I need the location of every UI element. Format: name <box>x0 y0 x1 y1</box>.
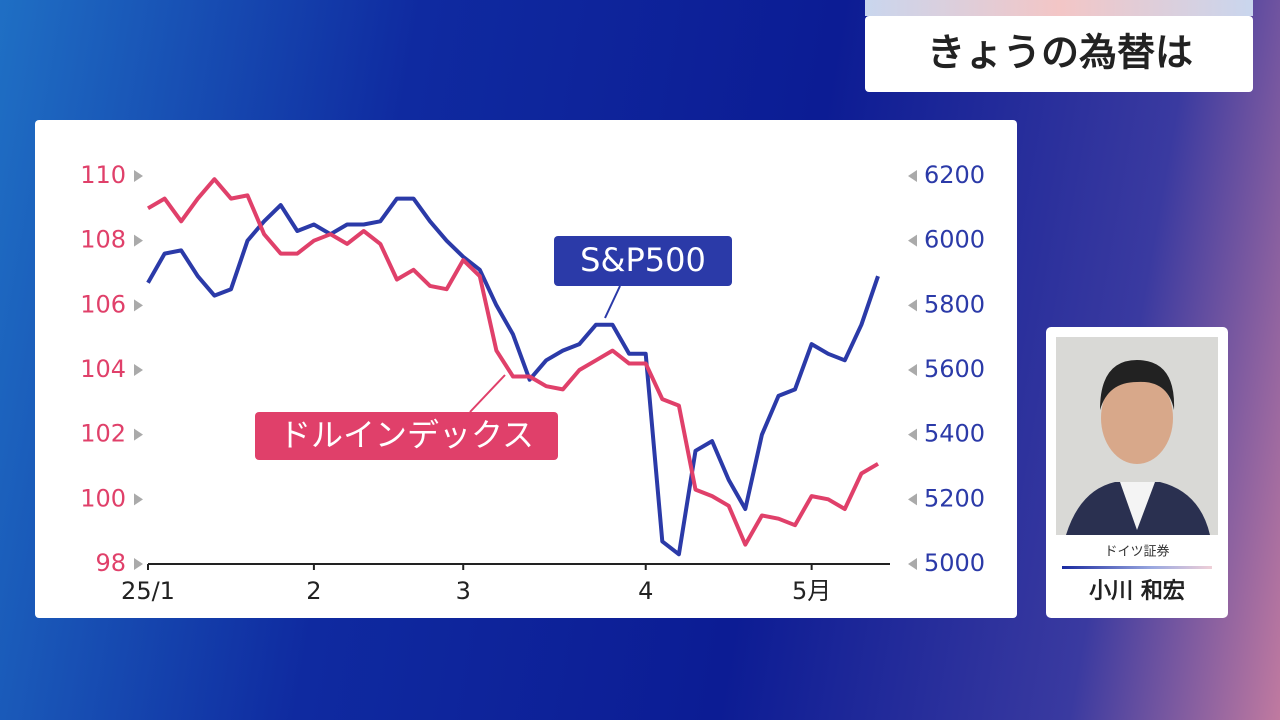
title-box <box>865 16 1253 92</box>
y-tick-label: 108 <box>80 226 126 254</box>
y2-tick-label: 5400 <box>924 420 985 448</box>
y2-tick-mark <box>908 234 917 247</box>
guest-photo-hair <box>1100 360 1175 410</box>
title-strip <box>865 0 1253 16</box>
y2-tick-label: 5800 <box>924 290 985 318</box>
y-tick-label: 110 <box>80 161 126 189</box>
guest-photo-shirt <box>1120 482 1155 530</box>
y2-tick-label: 5200 <box>924 484 985 512</box>
y-tick-label: 100 <box>80 484 126 512</box>
y-tick-label: 104 <box>80 355 126 383</box>
y2-tick-mark <box>908 364 917 376</box>
x-tick-label: 25/1 <box>121 577 175 605</box>
series-line <box>146 196 880 557</box>
y2-tick-label: 6000 <box>924 226 985 254</box>
y-tick-mark <box>134 299 143 312</box>
y-tick-mark <box>134 558 143 570</box>
title: きょうの為替は <box>927 31 1193 75</box>
y-tick-mark <box>134 428 143 441</box>
y-tick-label: 98 <box>95 549 126 577</box>
y2-tick-label: 5600 <box>924 355 985 383</box>
y-tick-mark <box>134 493 143 506</box>
y2-tick-mark <box>908 428 917 441</box>
series-line <box>146 177 880 547</box>
y-tick-mark <box>134 234 143 247</box>
callout-box <box>554 236 732 286</box>
y-tick-label: 102 <box>80 420 126 448</box>
name-line <box>1062 566 1212 569</box>
series-label: ドルインデックス <box>279 416 534 454</box>
x-tick-label: 5月 <box>792 577 831 605</box>
guest-photo-face <box>1101 372 1173 464</box>
y2-tick-label: 5000 <box>924 549 985 577</box>
x-tick-label: 2 <box>306 577 321 605</box>
y2-tick-label: 6200 <box>924 161 985 189</box>
x-tick-label: 3 <box>456 577 471 605</box>
y2-tick-mark <box>908 170 917 182</box>
y2-tick-mark <box>908 299 917 312</box>
callout-box <box>255 412 558 460</box>
y-tick-label: 106 <box>80 290 126 318</box>
series-label: S&P500 <box>580 241 706 279</box>
plot: 98 100 102 104 106 108 110 5000 5200 5400 5600 5800… <box>80 161 985 605</box>
callout-pointer <box>469 374 506 413</box>
guest-affiliation: ドイツ証券 <box>1104 545 1169 560</box>
x-tick-label: 4 <box>638 577 653 605</box>
y2-tick-mark <box>908 493 917 506</box>
y-tick-mark <box>134 364 143 376</box>
callout-pointer <box>604 285 621 319</box>
y2-tick-mark <box>908 558 917 570</box>
guest-name: 小川 和宏 <box>1089 578 1185 604</box>
y-tick-mark <box>134 170 143 182</box>
